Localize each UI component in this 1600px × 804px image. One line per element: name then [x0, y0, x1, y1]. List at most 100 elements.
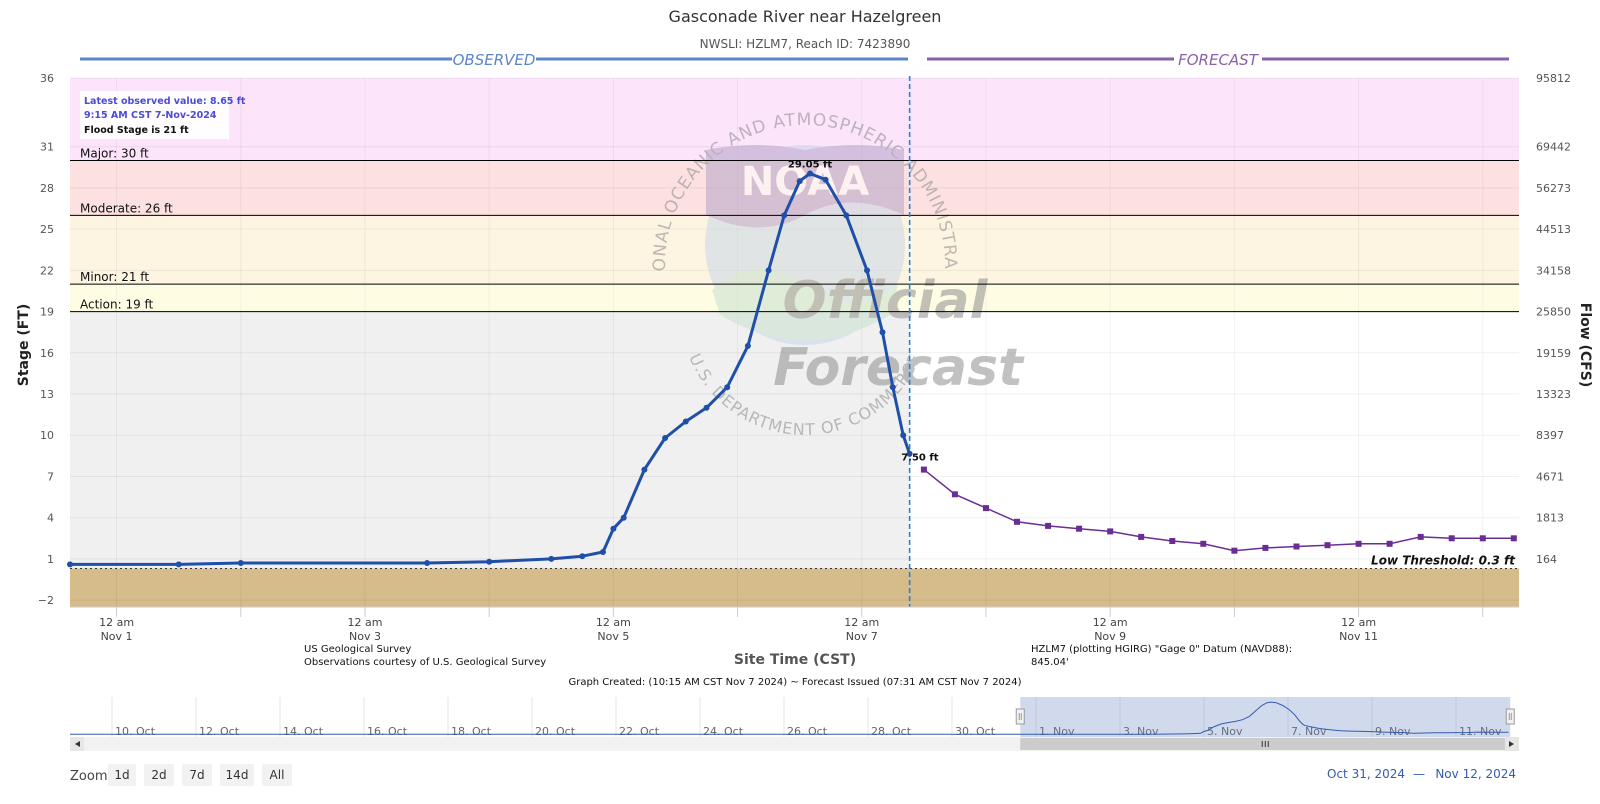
zoom-button-2d[interactable]: 2d [144, 764, 174, 786]
x-tick-date: Nov 7 [846, 630, 878, 643]
x-tick-time: 12 am [1093, 616, 1128, 629]
zoom-button-14d[interactable]: 14d [220, 764, 254, 786]
navigator-handle-left[interactable] [1015, 708, 1025, 725]
forecast-point [1045, 522, 1052, 529]
observed-point [424, 560, 431, 566]
forecast-point [1324, 542, 1331, 549]
chart-subtitle: NWSLI: HZLM7, Reach ID: 7423890 [700, 37, 911, 51]
zoom-button-label: 7d [189, 768, 204, 782]
y-tick-label: 1 [47, 553, 54, 566]
scroll-left-arrow-icon [75, 741, 80, 747]
threshold-label-2: Minor: 21 ft [80, 270, 149, 284]
latest-value-box-bg [80, 91, 229, 139]
navigator-tick-label: 26. Oct [787, 725, 828, 738]
observed-point [822, 176, 829, 183]
range-navigator[interactable]: 10. Oct 12. Oct 14. Oct 16. Oct 18. Oct 20. O… [70, 697, 1519, 751]
y2-tick-label: 44513 [1536, 223, 1571, 236]
y-tick-label: 7 [47, 470, 54, 483]
threshold-label-1: Moderate: 26 ft [80, 201, 173, 215]
observed-point [864, 267, 870, 274]
flood-stage-note: Flood Stage is 21 ft [84, 125, 189, 136]
observed-point [781, 212, 788, 219]
y2-tick-label: 69442 [1536, 141, 1571, 154]
forecast-header-label: FORECAST [1178, 51, 1260, 69]
datum-value: 845.04' [1031, 657, 1069, 668]
band-below-low-threshold [70, 568, 1519, 607]
y2-tick-label: 8397 [1536, 429, 1564, 442]
zoom-button-label: All [270, 768, 285, 782]
series-layer: 29.05 ft 7.50 ft [67, 159, 1517, 568]
y2-tick-label: 95812 [1536, 72, 1571, 85]
observed-point [879, 329, 886, 336]
observed-header-label: OBSERVED [453, 51, 536, 69]
navigator-tick-label: 30. Oct [955, 725, 996, 738]
forecast-series-line [923, 469, 1514, 552]
zoom-button-label: 2d [151, 768, 166, 782]
observed-point [724, 384, 731, 391]
low-threshold-label: Low Threshold: 0.3 ft [1371, 554, 1516, 568]
y-axis-title: Stage (FT) [16, 304, 32, 387]
observed-point [889, 384, 896, 391]
peak-label: 29.05 ft [788, 159, 832, 170]
x-tick-date: Nov 5 [597, 630, 629, 643]
navigator-tick-label: 3. Nov [1123, 725, 1159, 738]
flood-category-bands [70, 78, 1519, 607]
forecast-point [1355, 540, 1362, 547]
navigator-tick-label: 22. Oct [619, 725, 660, 738]
observed-point [900, 432, 907, 439]
y2-tick-label: 34158 [1536, 264, 1571, 277]
zoom-button-7d[interactable]: 7d [182, 764, 212, 786]
zoom-button-label: 14d [226, 768, 249, 782]
observed-point [765, 267, 772, 274]
noaa-logo-wave [712, 268, 898, 340]
navigator-series-line [70, 701, 1509, 735]
zoom-button-bg [182, 764, 212, 786]
latest-observed-time: 9:15 AM CST 7-Nov-2024 [84, 110, 217, 121]
observed-point [67, 561, 73, 568]
navigator-handle-right[interactable] [1505, 708, 1515, 725]
band-below-action-observed [70, 311, 910, 569]
zoom-label: Zoom [70, 769, 107, 784]
y-tick-label: 10 [40, 429, 54, 442]
zoom-button-All[interactable]: All [262, 764, 292, 786]
forecast-point [1169, 538, 1176, 544]
observed-point [548, 555, 555, 562]
zoom-button-bg [144, 764, 174, 786]
latest-value-box: Latest observed value: 8.65 ft 9:15 AM C… [80, 91, 246, 139]
x-tick-date: Nov 1 [101, 630, 133, 643]
x-tick-date: Nov 11 [1339, 630, 1378, 643]
y2-tick-label: 4671 [1536, 470, 1564, 483]
x-tick-time: 12 am [844, 616, 879, 629]
navigator-tick-label: 11. Nov [1459, 725, 1502, 738]
forecast-point [1231, 547, 1238, 554]
zoom-button-1d[interactable]: 1d [108, 764, 136, 786]
observed-point [906, 450, 913, 457]
x-tick-time: 12 am [1341, 616, 1376, 629]
y-tick-label: 16 [40, 347, 54, 360]
range-to[interactable]: Nov 12, 2024 [1435, 767, 1516, 781]
observed-point [662, 435, 669, 441]
zoom-button-label: 1d [114, 768, 129, 782]
navigator-selection[interactable] [1020, 697, 1511, 737]
y-tick-label: 31 [40, 141, 54, 154]
scroll-right-arrow-icon [1509, 741, 1514, 747]
observed-point [600, 549, 606, 555]
navigator-tick-label: 12. Oct [199, 725, 240, 738]
forecast-point [1262, 544, 1269, 551]
observed-point [579, 553, 586, 560]
navigator-tick-label: 24. Oct [703, 725, 744, 738]
forecast-point [1417, 533, 1424, 540]
y-tick-label: 13 [40, 388, 54, 401]
observed-point [175, 561, 182, 568]
range-separator: — [1413, 767, 1425, 781]
threshold-lines: Major: 30 ft Moderate: 26 ft Minor: 21 ft A… [70, 146, 1519, 313]
y-tick-label: 36 [40, 72, 54, 85]
range-from[interactable]: Oct 31, 2024 [1327, 767, 1405, 781]
credit-usgs: US Geological Survey [304, 644, 411, 655]
y-tick-label: 28 [40, 182, 54, 195]
observed-point [237, 560, 244, 566]
zoom-controls: Zoom 1d 2d 7d 14d All [70, 764, 292, 786]
forecast-point [1014, 518, 1020, 525]
forecast-point [1293, 543, 1300, 550]
low-threshold: Low Threshold: 0.3 ft [70, 554, 1519, 570]
